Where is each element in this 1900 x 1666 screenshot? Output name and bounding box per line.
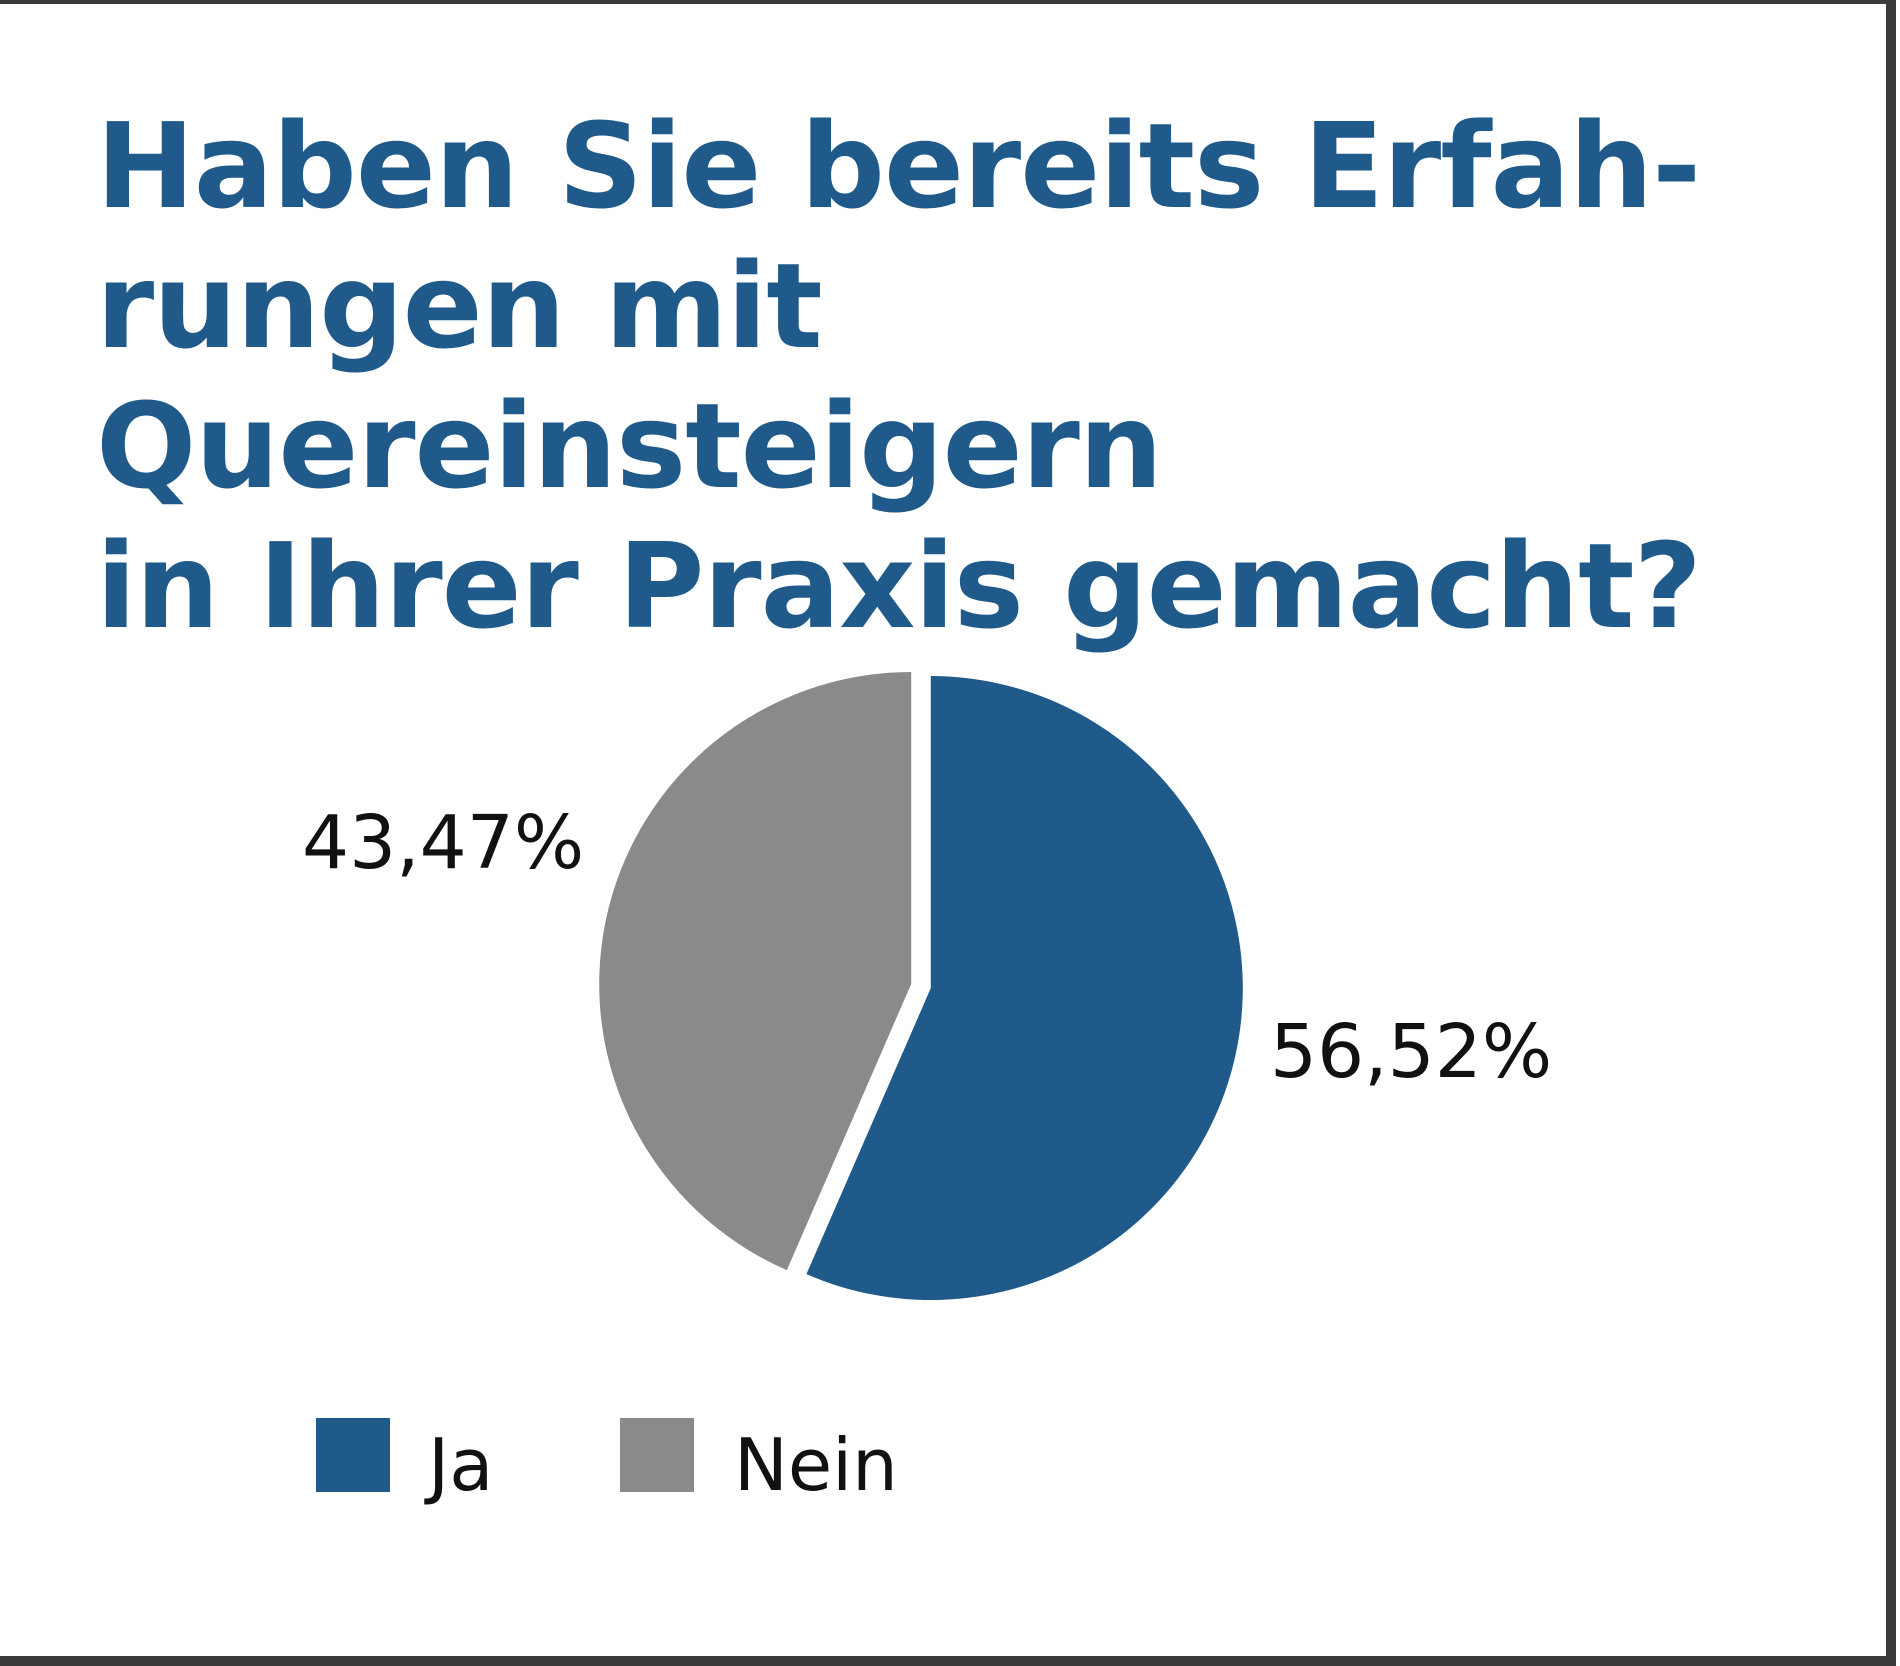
legend-swatch-ja <box>316 1418 390 1492</box>
pie-slices <box>599 671 1243 1301</box>
legend-label-ja: Ja <box>424 1423 493 1507</box>
pie-slice-nein <box>599 671 912 1271</box>
slice-label-nein: 43,47% <box>302 800 584 886</box>
legend-label-nein: Nein <box>734 1423 898 1507</box>
pie-slice-ja <box>806 676 1243 1301</box>
legend: Ja Nein <box>316 1418 898 1507</box>
chart-title: Haben Sie bereits Erfah- rungen mit Quer… <box>96 97 1702 655</box>
slice-label-ja: 56,52% <box>1270 1009 1552 1095</box>
legend-swatch-nein <box>620 1418 694 1492</box>
